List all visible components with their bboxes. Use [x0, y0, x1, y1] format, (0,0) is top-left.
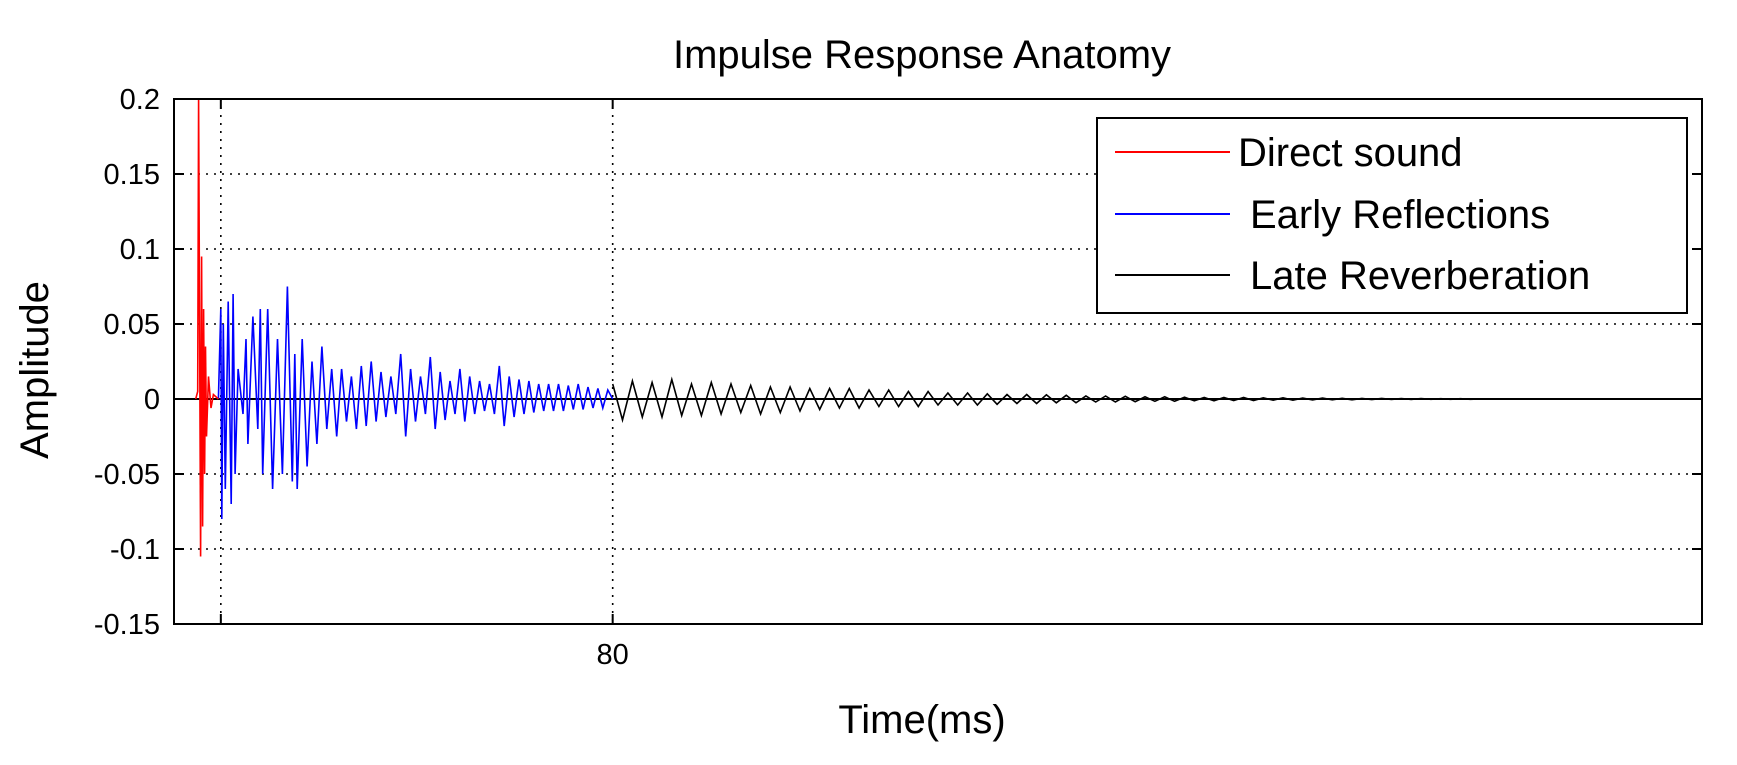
plot-frame — [173, 98, 1703, 625]
y-axis-label: Amplitude — [13, 281, 57, 459]
series-line-early-reflections — [217, 286, 614, 520]
legend-label-direct-sound: Direct sound — [1238, 131, 1463, 175]
y-tick-label: -0.05 — [94, 459, 160, 491]
y-tick-label: -0.15 — [94, 609, 160, 641]
y-tick-label: -0.1 — [110, 534, 160, 566]
legend-label-late-reverberation: Late Reverberation — [1250, 254, 1590, 298]
y-tick-label: 0 — [144, 384, 160, 416]
legend: Direct sound Early Reflections Late Reve… — [1096, 117, 1688, 314]
y-tick-label: 0.2 — [120, 84, 160, 116]
series-line-late-reverberation — [611, 376, 1698, 424]
y-tick-label: 0.15 — [104, 159, 160, 191]
series-line-direct-sound — [194, 98, 219, 557]
y-tick-label: 0.1 — [120, 234, 160, 266]
x-axis-label: Time(ms) — [838, 698, 1005, 742]
series-lines — [174, 98, 1702, 557]
axis-ticks: -0.15 -0.1 -0.05 0 0.05 0.1 0.15 0.2 80 — [94, 84, 1702, 671]
legend-label-early-reflections: Early Reflections — [1250, 193, 1550, 237]
legend-box — [1096, 117, 1688, 314]
x-tick-label: 80 — [597, 639, 629, 671]
chart-title: Impulse Response Anatomy — [673, 33, 1171, 77]
y-tick-label: 0.05 — [104, 309, 160, 341]
